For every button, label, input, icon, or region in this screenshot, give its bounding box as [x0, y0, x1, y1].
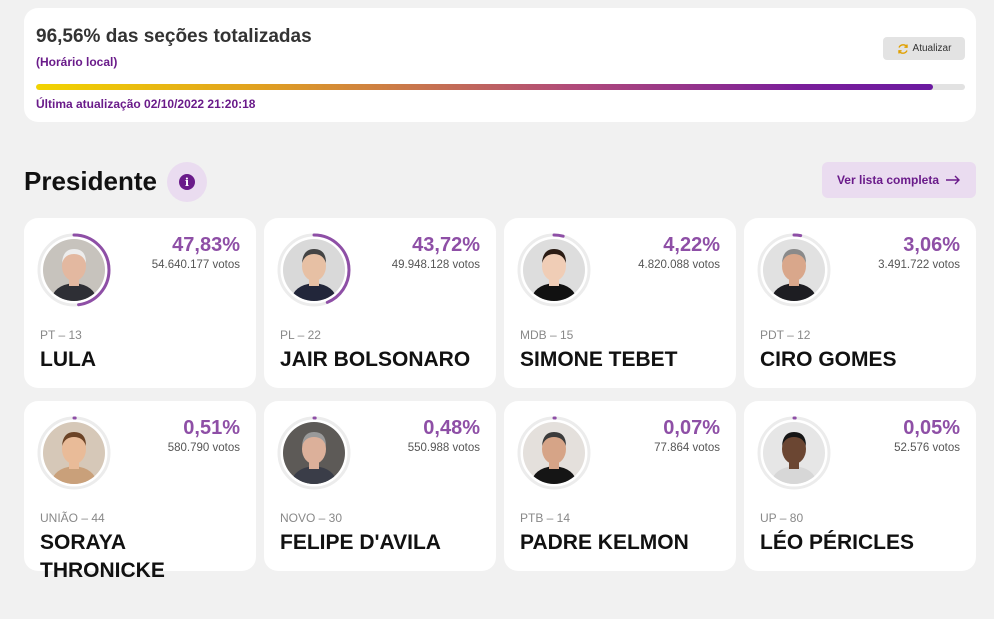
vote-percentage: 3,06%	[903, 234, 960, 256]
vote-count: 54.640.177 votos	[151, 259, 240, 271]
candidate-name: CIRO GOMES	[760, 348, 897, 371]
candidate-avatar	[276, 232, 352, 308]
candidate-name: PADRE KELMON	[520, 531, 689, 554]
candidate-name: SIMONE TEBET	[520, 348, 678, 371]
info-icon: i	[179, 174, 195, 190]
candidate-photo	[283, 422, 345, 484]
vote-count: 52.576 votos	[894, 442, 960, 454]
candidate-photo	[523, 422, 585, 484]
vote-share-ring	[757, 233, 831, 307]
candidate-card[interactable]: 47,83% 54.640.177 votos PT – 13 LULA	[24, 218, 256, 388]
vote-percentage: 4,22%	[663, 234, 720, 256]
vote-count: 550.988 votos	[407, 442, 480, 454]
vote-count: 77.864 votos	[654, 442, 720, 454]
totalization-status-card: 96,56% das seções totalizadas (Horário l…	[24, 8, 976, 122]
candidate-avatar	[36, 415, 112, 491]
vote-percentage: 43,72%	[412, 234, 480, 256]
full-list-label: Ver lista completa	[836, 173, 940, 187]
vote-share-ring	[37, 233, 111, 307]
party-number: PDT – 12	[760, 328, 811, 342]
candidate-photo	[763, 239, 825, 301]
vote-count: 580.790 votos	[167, 442, 240, 454]
candidate-photo	[523, 239, 585, 301]
vote-count: 49.948.128 votos	[391, 259, 480, 271]
totalization-progress-fill	[36, 84, 934, 90]
candidate-card[interactable]: 3,06% 3.491.722 votos PDT – 12 CIRO GOMES	[744, 218, 976, 388]
vote-percentage: 0,51%	[183, 417, 240, 439]
vote-share-ring	[277, 233, 351, 307]
arrow-right-icon	[946, 175, 961, 185]
vote-count: 4.820.088 votos	[638, 259, 720, 271]
info-button[interactable]: i	[167, 162, 207, 202]
candidate-avatar	[276, 415, 352, 491]
candidate-name: FELIPE D'AVILA	[280, 531, 441, 554]
vote-percentage: 0,07%	[663, 417, 720, 439]
candidate-name: JAIR BOLSONARO	[280, 348, 471, 371]
vote-share-ring	[517, 416, 591, 490]
party-number: NOVO – 30	[280, 511, 343, 525]
refresh-icon	[897, 43, 909, 55]
refresh-label: Atualizar	[912, 43, 952, 54]
party-number: UP – 80	[760, 511, 804, 525]
candidate-avatar	[756, 232, 832, 308]
section-title: Presidente	[24, 166, 157, 196]
party-number: PTB – 14	[520, 511, 571, 525]
party-number: PT – 13	[40, 328, 82, 342]
totalization-progress-bar	[36, 84, 965, 90]
vote-share-ring	[757, 416, 831, 490]
vote-percentage: 0,05%	[903, 417, 960, 439]
last-update-text: Última atualização 02/10/2022 21:20:18	[36, 97, 256, 111]
candidate-name: LÉO PÉRICLES	[760, 531, 915, 554]
vote-count: 3.491.722 votos	[878, 259, 960, 271]
candidate-photo	[763, 422, 825, 484]
party-number: UNIÃO – 44	[40, 511, 105, 525]
candidate-photo	[43, 239, 105, 301]
vote-percentage: 0,48%	[423, 417, 480, 439]
local-time-note: (Horário local)	[36, 55, 118, 69]
candidate-photo	[283, 239, 345, 301]
candidate-avatar	[516, 415, 592, 491]
candidate-avatar	[756, 415, 832, 491]
candidate-name: SORAYA THRONICKE	[40, 531, 165, 582]
full-list-button[interactable]: Ver lista completa	[822, 162, 976, 198]
party-number: PL – 22	[280, 328, 321, 342]
party-number: MDB – 15	[520, 328, 574, 342]
vote-share-ring	[37, 416, 111, 490]
vote-share-ring	[277, 416, 351, 490]
candidate-avatar	[36, 232, 112, 308]
refresh-button[interactable]: Atualizar	[883, 37, 965, 60]
candidate-photo	[43, 422, 105, 484]
candidate-card[interactable]: 0,05% 52.576 votos UP – 80 LÉO PÉRICLES	[744, 401, 976, 571]
vote-percentage: 47,83%	[172, 234, 240, 256]
candidate-card[interactable]: 43,72% 49.948.128 votos PL – 22 JAIR BOLSON…	[264, 218, 496, 388]
vote-share-ring	[517, 233, 591, 307]
candidate-card[interactable]: 0,48% 550.988 votos NOVO – 30 FELIPE D'AVIL…	[264, 401, 496, 571]
candidate-avatar	[516, 232, 592, 308]
candidate-card[interactable]: 0,07% 77.864 votos PTB – 14 PADRE KELMON	[504, 401, 736, 571]
candidate-card[interactable]: 4,22% 4.820.088 votos MDB – 15 SIMONE TEBET	[504, 218, 736, 388]
candidate-name: LULA	[40, 348, 96, 371]
totalization-title: 96,56% das seções totalizadas	[36, 26, 312, 47]
candidate-card[interactable]: 0,51% 580.790 votos UNIÃO – 44 SORAYA THRON…	[24, 401, 256, 582]
